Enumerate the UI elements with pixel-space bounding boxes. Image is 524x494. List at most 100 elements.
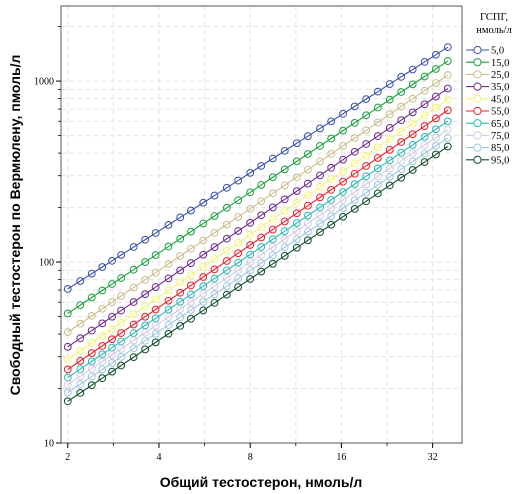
data-point: [129, 265, 138, 274]
data-point: [257, 259, 266, 267]
data-point: [199, 306, 208, 315]
data-point: [362, 151, 370, 160]
data-point: [108, 325, 116, 333]
data-point: [187, 244, 195, 253]
data-point: [164, 242, 173, 251]
data-point: [397, 148, 406, 157]
data-point: [98, 374, 107, 383]
legend-swatch-marker: [473, 70, 482, 79]
data-point: [87, 269, 96, 278]
data-point: [141, 235, 150, 244]
data-point: [292, 173, 301, 182]
data-point: [397, 116, 406, 125]
data-point: [397, 88, 406, 96]
data-point: [257, 267, 266, 276]
data-point: [420, 149, 429, 158]
legend-label: 75,0: [491, 131, 509, 142]
data-point: [280, 217, 289, 226]
data-point: [339, 187, 347, 196]
data-point: [327, 195, 336, 204]
data-point: [327, 163, 336, 172]
data-point: [350, 180, 359, 188]
data-point: [63, 355, 72, 364]
data-point: [303, 179, 312, 188]
data-point: [303, 219, 312, 228]
data-point: [108, 367, 116, 376]
data-point: [63, 365, 72, 374]
data-point: [292, 219, 301, 227]
data-point: [373, 154, 382, 162]
x-tick-label: 8: [248, 452, 253, 463]
data-point: [316, 203, 324, 212]
legend-label: 15,0: [491, 58, 509, 69]
data-point: [408, 65, 417, 74]
data-point: [129, 243, 138, 251]
data-point: [257, 161, 266, 170]
data-point: [268, 243, 277, 251]
data-point: [339, 204, 347, 213]
data-point: [234, 227, 243, 235]
data-point: [420, 58, 429, 66]
series-line: [67, 146, 449, 402]
data-point: [199, 282, 208, 291]
data-point: [176, 305, 185, 314]
data-point: [303, 165, 312, 174]
x-tick-label: 2: [65, 452, 70, 463]
data-point: [222, 257, 231, 265]
data-point: [362, 188, 370, 197]
data-point: [280, 207, 289, 215]
series-8: [63, 125, 452, 389]
data-point: [268, 203, 277, 212]
legend-item: 25,0: [466, 70, 509, 81]
data-point: [222, 220, 231, 229]
data-point: [246, 230, 255, 239]
series-4: [63, 84, 452, 351]
legend-item: 35,0: [466, 82, 509, 93]
data-point: [222, 246, 231, 255]
data-point: [431, 50, 440, 59]
data-point: [164, 260, 173, 268]
y-tick-label: 100: [39, 258, 54, 269]
data-point: [431, 114, 440, 123]
data-point: [76, 301, 85, 310]
data-point: [129, 344, 138, 353]
series-line: [67, 60, 449, 314]
data-point: [327, 134, 336, 143]
data-point: [350, 102, 359, 111]
data-point: [210, 282, 219, 291]
data-point: [199, 289, 208, 298]
data-point: [373, 164, 382, 173]
data-point: [234, 283, 243, 291]
data-point: [443, 117, 452, 126]
series-6: [63, 106, 452, 374]
data-point: [117, 306, 126, 315]
data-point: [362, 180, 370, 189]
data-point: [268, 215, 277, 224]
legend-item: 45,0: [466, 94, 509, 105]
data-point: [210, 274, 219, 283]
data-point: [303, 236, 312, 245]
data-point: [151, 268, 160, 277]
data-point: [141, 321, 150, 330]
data-point: [362, 197, 370, 206]
data-point: [246, 275, 255, 283]
data-point: [280, 243, 289, 252]
data-point: [176, 213, 185, 222]
data-point: [303, 150, 312, 158]
data-point: [257, 197, 266, 206]
data-point: [187, 281, 195, 290]
data-point: [397, 102, 406, 111]
data-point: [385, 80, 394, 88]
data-point: [164, 286, 173, 295]
series-line: [67, 109, 449, 370]
x-tick-label: 32: [428, 452, 438, 463]
data-point: [222, 266, 231, 275]
series-line: [67, 129, 449, 386]
data-point: [408, 119, 417, 128]
series-line: [67, 74, 449, 333]
data-point: [303, 201, 312, 210]
data-point: [443, 134, 452, 142]
data-point: [117, 337, 126, 346]
data-point: [129, 320, 138, 329]
data-point: [117, 292, 126, 300]
